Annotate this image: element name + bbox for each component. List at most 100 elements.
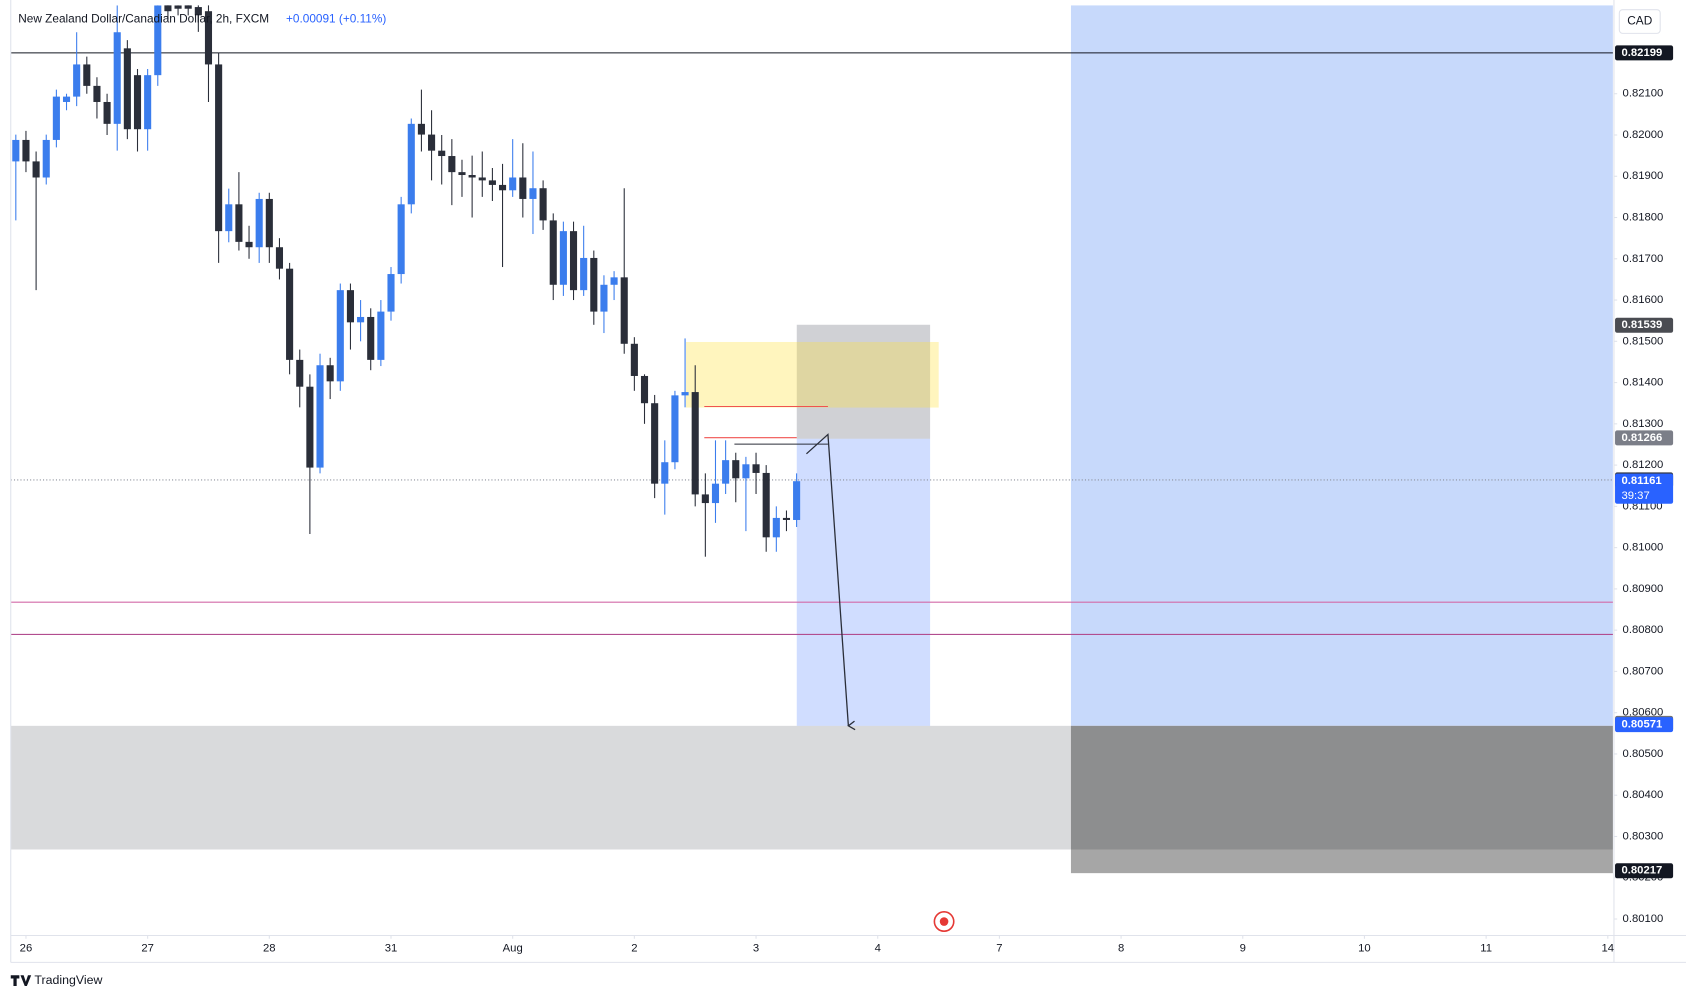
candle-body (417, 123, 425, 135)
y-tick-label: 0.80100 (1623, 913, 1664, 925)
y-tick-label: 0.81600 (1623, 294, 1664, 306)
candle-body (22, 139, 30, 162)
candle-body (478, 177, 486, 181)
price-label-box (1615, 45, 1674, 61)
candle-body (164, 5, 172, 12)
candle-body (367, 316, 375, 360)
y-tick-label: 0.82100 (1623, 88, 1664, 100)
y-tick-label: 0.81500 (1623, 335, 1664, 347)
candle-body (580, 257, 588, 291)
candle-body (569, 231, 578, 291)
y-tick-label: 0.80500 (1623, 748, 1664, 760)
x-tick-label: 27 (141, 942, 154, 954)
currency-button[interactable] (1618, 9, 1661, 34)
candle-body (630, 343, 638, 376)
watermark: TradingView (34, 973, 102, 987)
candle-body (498, 184, 507, 191)
y-tick-label: 0.82000 (1623, 129, 1664, 141)
candle-body (255, 198, 263, 248)
candle-body (62, 96, 71, 102)
candle-body (509, 177, 517, 191)
y-tick-label: 0.80600 (1623, 707, 1664, 719)
price-label-box (1615, 430, 1674, 446)
candle-body (640, 375, 649, 404)
candle-body (620, 277, 628, 344)
candle-body (691, 392, 699, 495)
y-tick-label: 0.80900 (1623, 583, 1664, 595)
candle-body (559, 231, 567, 285)
candle-body (468, 175, 476, 178)
candle-body (103, 101, 111, 124)
price-label: 0.82199 (1621, 47, 1662, 59)
time-axis: 26 27 28 31 Aug 2 3 4 7 8 9 10 11 14 (20, 935, 1614, 954)
candle-body (357, 316, 365, 323)
price-label-box (1615, 473, 1674, 504)
candle-body (387, 274, 395, 312)
candle-body (407, 123, 415, 205)
candle-body (590, 257, 598, 312)
candle-body (651, 403, 659, 484)
y-tick-label: 0.81300 (1623, 418, 1664, 430)
candle-body (681, 392, 689, 396)
candle-body (184, 5, 192, 9)
y-tick-label: 0.80300 (1623, 830, 1664, 842)
countdown-label: 39:37 (1621, 490, 1649, 502)
candle-body (316, 365, 324, 468)
annotations (704, 405, 955, 933)
candle-body (235, 204, 243, 242)
candle-body (438, 150, 446, 157)
x-tick-label: 4 (875, 942, 881, 954)
candle-body (488, 180, 496, 185)
candle-body (123, 48, 131, 130)
candle-body (793, 481, 801, 520)
event-icon[interactable] (939, 917, 949, 926)
candle-body (52, 96, 60, 140)
position-risk (796, 324, 931, 439)
candle-body (732, 460, 740, 479)
candle-body (752, 464, 760, 473)
price-label-box (1615, 863, 1674, 879)
stop-zone (1070, 725, 1613, 874)
projection-arrow (806, 433, 856, 731)
candle-body (671, 395, 679, 463)
candle-body (711, 483, 720, 504)
candle-body (529, 188, 537, 199)
y-tick-label: 0.81700 (1623, 253, 1664, 265)
candle-body (397, 204, 405, 275)
price-labels: 0.821990.815390.812660.811640.8116139:37… (1615, 45, 1674, 879)
event-icon[interactable] (933, 911, 955, 933)
y-tick-label: 0.80400 (1623, 789, 1664, 801)
candle-body (296, 359, 304, 387)
price-change: +0.00091 (+0.11%) (286, 12, 386, 26)
candle-body (12, 139, 20, 162)
candle-body (215, 64, 223, 232)
candle-body (194, 7, 202, 16)
target-zone (1070, 5, 1613, 726)
x-tick-label: 28 (263, 942, 276, 954)
candle-body (245, 241, 253, 248)
candle-body (154, 5, 162, 76)
candle-body (549, 220, 557, 285)
candle-body (610, 277, 618, 285)
y-tick-label: 0.81000 (1623, 542, 1664, 554)
price-label: 0.80217 (1621, 865, 1662, 877)
candle-body (174, 5, 182, 9)
candle-body (448, 156, 456, 173)
candle-body (762, 472, 770, 538)
x-tick-label: 10 (1358, 942, 1371, 954)
candle-body (661, 462, 669, 484)
drawings (10, 5, 1613, 874)
candle-body (32, 161, 40, 178)
candle-body (772, 517, 780, 538)
y-tick-label: 0.81400 (1623, 377, 1664, 389)
currency-label[interactable]: CAD (1627, 14, 1652, 28)
x-tick-label: Aug (503, 942, 523, 954)
candle-body (42, 139, 50, 178)
x-tick-label: 31 (385, 942, 398, 954)
y-tick-label: 0.80700 (1623, 665, 1664, 677)
x-tick-label: 11 (1480, 942, 1492, 954)
candle-body (600, 284, 608, 312)
price-label-box (1615, 717, 1674, 733)
candle-body (306, 386, 314, 468)
